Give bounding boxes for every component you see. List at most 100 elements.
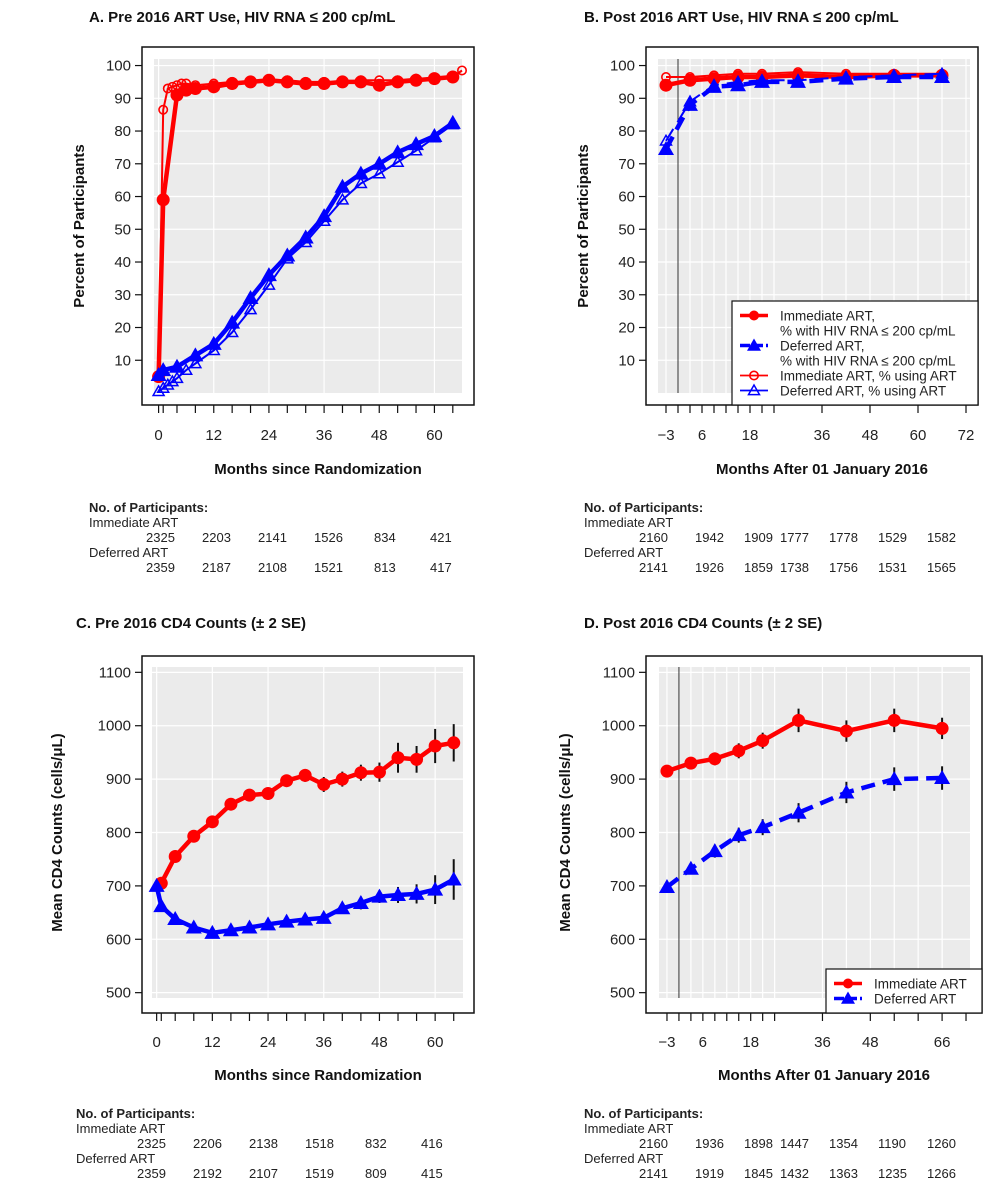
x-axis-title: Months since Randomization	[214, 1067, 422, 1084]
marker-open-triangle	[409, 143, 423, 156]
group-label-immediate: Immediate ART	[584, 1121, 674, 1136]
marker-open-triangle	[280, 251, 295, 264]
y-tick-label: 10	[114, 352, 131, 369]
participants-row-deferred: 2359 2192 2107 1519 809 415	[76, 1166, 496, 1181]
participants-count: 1936	[695, 1136, 724, 1151]
chart-c: C. Pre 2016 CD4 Counts (± 2 SE)500600700…	[49, 615, 475, 1084]
series-deferred-art-using-art	[659, 66, 949, 146]
x-tick-label: 60	[427, 1034, 444, 1051]
marker-open-circle	[411, 73, 422, 84]
x-tick-label: 12	[205, 427, 222, 444]
y-tick-label: 60	[114, 189, 131, 206]
marker-open-triangle	[427, 130, 442, 143]
participants-count: 1926	[695, 560, 724, 575]
marker-filled-circle	[224, 797, 238, 811]
marker-open-circle	[158, 104, 169, 115]
chart-b: B. Post 2016 ART Use, HIV RNA ≤ 200 cp/m…	[575, 9, 979, 478]
participants-count: 1432	[780, 1166, 809, 1181]
participants-count: 1260	[927, 1136, 956, 1151]
marker-open-triangle	[747, 383, 761, 396]
y-tick-label: 30	[114, 287, 131, 304]
participants-row-immediate: 2160 1936 1898 1447 1354 1190 1260	[584, 1136, 1004, 1151]
participants-count: 832	[365, 1136, 387, 1151]
marker-filled-triangle	[682, 860, 699, 875]
chart-title: C. Pre 2016 CD4 Counts (± 2 SE)	[76, 615, 306, 632]
marker-open-triangle	[707, 78, 721, 91]
marker-open-circle	[167, 81, 178, 92]
marker-filled-triangle	[682, 96, 698, 111]
marker-open-triangle	[188, 356, 203, 369]
marker-filled-circle	[732, 744, 746, 758]
marker-open-triangle	[683, 94, 697, 107]
marker-filled-triangle	[445, 871, 462, 886]
participants-count: 2141	[639, 560, 668, 575]
legend-box	[731, 300, 979, 406]
plot-frame	[141, 46, 475, 406]
x-tick-label: 36	[315, 1034, 332, 1051]
marker-filled-triangle	[167, 910, 184, 925]
marker-open-triangle	[179, 363, 193, 375]
marker-open-circle	[392, 75, 403, 86]
marker-filled-triangle	[260, 916, 277, 931]
marker-filled-triangle	[427, 881, 444, 896]
x-tick-label: 66	[934, 1034, 951, 1051]
participants-count: 1447	[780, 1136, 809, 1151]
y-tick-label: 70	[114, 156, 131, 173]
y-tick-label: 10	[618, 352, 635, 369]
marker-filled-circle	[887, 713, 901, 727]
marker-open-circle	[282, 75, 293, 86]
group-label-immediate: Immediate ART	[584, 515, 674, 530]
marker-open-triangle	[755, 73, 769, 86]
participants-row-deferred: 2359 2187 2108 1521 813 417	[89, 560, 489, 575]
marker-open-triangle	[731, 74, 745, 87]
marker-filled-triangle	[187, 347, 204, 362]
marker-filled-circle	[317, 777, 331, 791]
y-axis-title: Mean CD4 Counts (cells/μL)	[557, 733, 574, 931]
participants-row-immediate: 2160 1942 1909 1777 1778 1529 1582	[584, 530, 1004, 545]
marker-open-circle	[245, 76, 256, 87]
participants-count: 1778	[829, 530, 858, 545]
x-tick-label: 72	[958, 427, 975, 444]
x-axis-title: Months After 01 January 2016	[718, 1067, 930, 1084]
participants-count: 1531	[878, 560, 907, 575]
y-tick-label: 800	[106, 825, 131, 842]
marker-filled-triangle	[334, 178, 351, 193]
participants-heading: No. of Participants:	[76, 1106, 196, 1121]
marker-open-circle	[263, 75, 274, 86]
marker-open-triangle	[151, 384, 166, 397]
x-tick-label: 18	[742, 1034, 759, 1051]
marker-filled-circle	[843, 978, 853, 989]
marker-open-triangle	[791, 73, 805, 86]
marker-open-triangle	[659, 133, 673, 146]
x-tick-label: 48	[862, 1034, 879, 1051]
participants-heading: No. of Participants:	[584, 500, 704, 515]
participants-count: 421	[430, 530, 452, 545]
x-tick-label: −3	[658, 1034, 675, 1051]
participants-row-deferred: 2141 1919 1845 1432 1363 1235 1266	[584, 1166, 1004, 1181]
y-axis-title: Mean CD4 Counts (cells/μL)	[49, 733, 66, 931]
marker-filled-triangle	[155, 362, 172, 377]
y-tick-label: 50	[618, 221, 635, 238]
participants-count: 2160	[639, 530, 668, 545]
marker-open-triangle	[262, 277, 276, 290]
marker-filled-triangle	[168, 358, 185, 373]
y-tick-label: 90	[618, 90, 635, 107]
participants-count: 1529	[878, 530, 907, 545]
series-immediate-art-using-art	[153, 65, 467, 382]
group-label-immediate: Immediate ART	[89, 515, 179, 530]
y-tick-label: 900	[610, 771, 635, 788]
x-tick-label: 18	[742, 427, 759, 444]
marker-open-circle	[190, 80, 201, 91]
x-tick-label: 48	[862, 427, 879, 444]
marker-open-triangle	[170, 371, 184, 384]
participants-count: 2108	[258, 560, 287, 575]
legend-label: Immediate ART	[874, 977, 967, 992]
marker-filled-triangle	[278, 913, 295, 928]
participants-count: 2141	[258, 530, 287, 545]
y-tick-label: 600	[610, 931, 635, 948]
y-axis-title: Percent of Participants	[575, 144, 592, 307]
participants-count: 2141	[639, 1166, 668, 1181]
legend-label: Deferred ART, % using ART	[780, 384, 946, 399]
y-tick-label: 70	[618, 156, 635, 173]
legend: Immediate ART,% with HIV RNA ≤ 200 cp/mL…	[731, 300, 979, 406]
